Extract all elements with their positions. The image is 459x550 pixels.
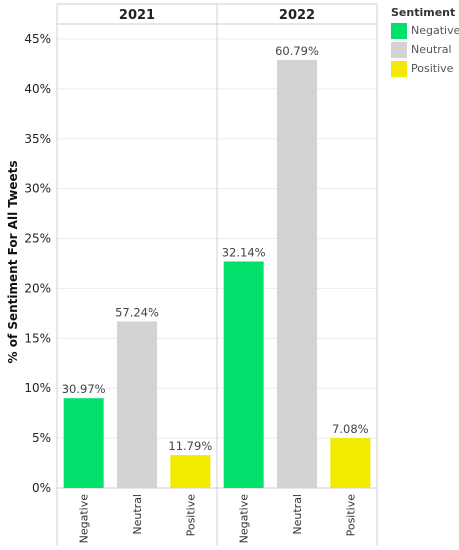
y-tick-label: 15% [24, 331, 51, 345]
y-axis-title: % of Sentiment For All Tweets [6, 161, 20, 364]
legend-label-negative: Negative [411, 24, 459, 37]
legend-label-positive: Positive [411, 62, 454, 75]
y-tick-label: 35% [24, 132, 51, 146]
legend-swatch-positive [391, 61, 407, 77]
legend: Sentiment Negative Neutral Positive [383, 6, 459, 80]
y-tick-label: 10% [24, 381, 51, 395]
bar-2021-neutral[interactable] [117, 321, 157, 488]
legend-item-neutral[interactable]: Neutral [383, 42, 457, 60]
x-tick-label: Neutral [291, 494, 304, 535]
data-label-2021-negative: 30.97% [62, 382, 106, 396]
legend-title: Sentiment [391, 6, 456, 19]
pane-header-2022: 2022 [279, 8, 315, 23]
y-tick-label: 0% [32, 481, 51, 495]
data-label-2021-neutral: 57.24% [115, 305, 159, 319]
data-label-2021-positive: 11.79% [168, 439, 212, 453]
bars-layer [63, 59, 371, 489]
bar-2022-negative[interactable] [223, 261, 264, 488]
bar-2021-negative[interactable] [63, 398, 104, 488]
legend-label-neutral: Neutral [411, 43, 452, 56]
bar-2022-neutral[interactable] [277, 59, 317, 489]
y-tick-label: 40% [24, 82, 51, 96]
legend-swatch-neutral [391, 42, 407, 58]
y-tick-label: 5% [32, 431, 51, 445]
data-label-2022-neutral: 60.79% [275, 44, 319, 58]
x-tick-label: Positive [184, 494, 197, 537]
legend-swatch-negative [391, 23, 407, 39]
bar-2022-positive[interactable] [330, 438, 371, 488]
bar-2021-positive[interactable] [170, 455, 211, 488]
x-tick-label: Neutral [131, 494, 144, 535]
legend-item-negative[interactable]: Negative [383, 23, 459, 41]
x-tick-label: Negative [238, 494, 251, 544]
text-layer: 0% 5% 10% 15% 20% 25% 30% 35% 40% 45% 2021 30.97% Ne… [24, 8, 368, 543]
y-tick-label: 30% [24, 182, 51, 196]
y-tick-label: 45% [24, 32, 51, 46]
x-tick-label: Negative [78, 494, 91, 544]
y-tick-label: 25% [24, 232, 51, 246]
frame-layer [56, 3, 378, 545]
data-label-2022-negative: 32.14% [222, 245, 266, 259]
data-label-2022-positive: 7.08% [332, 422, 369, 436]
x-tick-label: Positive [344, 494, 357, 537]
y-tick-label: 20% [24, 281, 51, 295]
legend-item-positive[interactable]: Positive [383, 61, 457, 79]
pane-header-2021: 2021 [119, 8, 155, 23]
